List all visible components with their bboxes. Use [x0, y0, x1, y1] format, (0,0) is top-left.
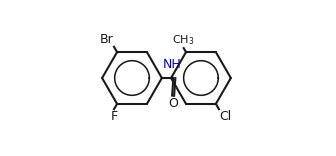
Text: F: F	[111, 110, 118, 123]
Text: Cl: Cl	[220, 110, 232, 123]
Text: NH: NH	[163, 58, 181, 71]
Text: CH$_3$: CH$_3$	[172, 34, 195, 47]
Text: Br: Br	[99, 33, 113, 46]
Text: O: O	[168, 98, 178, 110]
